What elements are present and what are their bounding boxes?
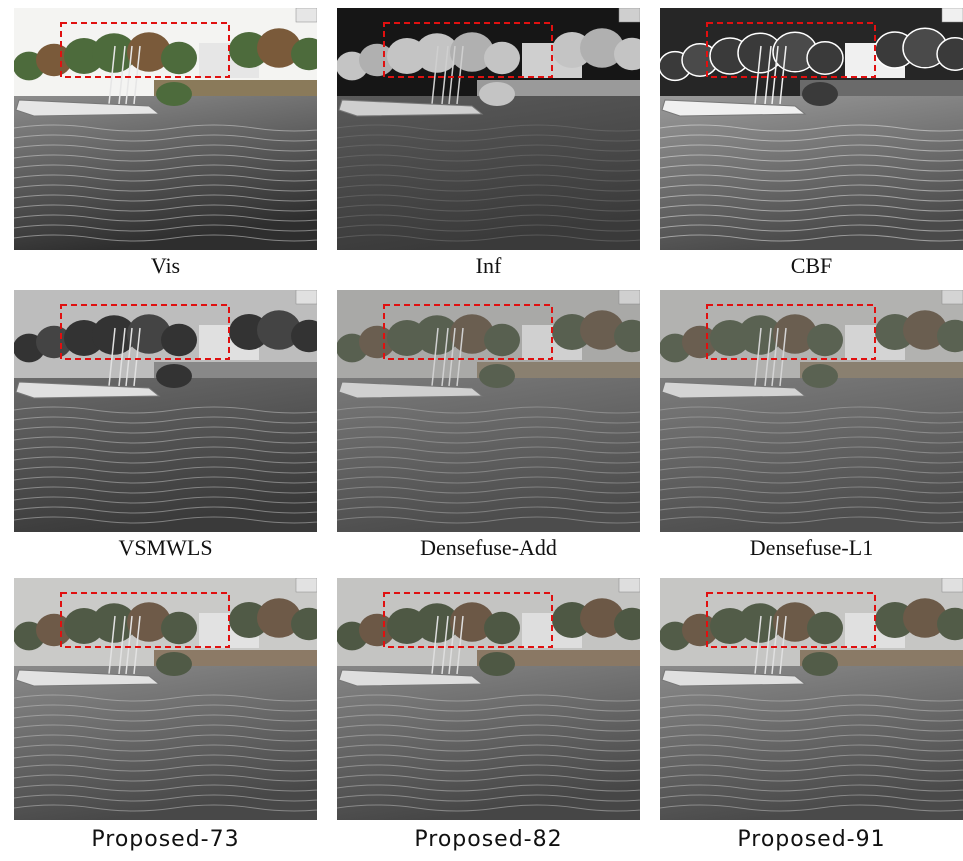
- bush: [802, 364, 838, 388]
- tree: [161, 42, 197, 74]
- tree: [484, 324, 520, 356]
- panel-label: Proposed-82: [414, 827, 562, 852]
- image-panel: [13, 290, 334, 532]
- image-panel: [659, 8, 963, 250]
- image-panel: [659, 290, 963, 532]
- tower: [619, 8, 640, 22]
- tower: [619, 578, 640, 592]
- water: [14, 96, 317, 250]
- panel-label: Proposed-73: [91, 827, 239, 852]
- figure: Vis Inf CBF VSMWLS Densefuse-Add Densefuse-L1…: [0, 0, 963, 861]
- water: [337, 96, 640, 250]
- tree: [291, 320, 327, 352]
- image-panel: [13, 578, 334, 820]
- tree: [807, 612, 843, 644]
- panel-label: VSMWLS: [118, 535, 212, 560]
- water: [660, 96, 963, 250]
- water: [14, 666, 317, 820]
- tree: [484, 612, 520, 644]
- bush: [802, 652, 838, 676]
- water: [337, 378, 640, 532]
- panel-label: Vis: [151, 253, 180, 278]
- panel-label: Proposed-91: [737, 827, 885, 852]
- tower: [619, 290, 640, 304]
- tree: [161, 612, 197, 644]
- image-panel: [659, 578, 963, 820]
- panel-label: Inf: [476, 253, 502, 278]
- bush: [479, 364, 515, 388]
- tower: [296, 8, 317, 22]
- panel-label: Densefuse-Add: [420, 535, 557, 560]
- tree: [614, 608, 650, 640]
- image-panel: [13, 8, 334, 250]
- tree: [807, 324, 843, 356]
- panel-label: CBF: [791, 253, 833, 278]
- tower: [942, 8, 963, 22]
- bush: [156, 82, 192, 106]
- tree: [291, 38, 327, 70]
- panel-label: Densefuse-L1: [750, 535, 873, 560]
- water: [660, 666, 963, 820]
- image-panel: [336, 8, 657, 250]
- water: [337, 666, 640, 820]
- tower: [296, 290, 317, 304]
- tower: [296, 578, 317, 592]
- water: [14, 378, 317, 532]
- tree: [291, 608, 327, 640]
- tree: [614, 320, 650, 352]
- tree: [484, 42, 520, 74]
- bush: [479, 82, 515, 106]
- tree: [614, 38, 650, 70]
- image-panel: [336, 578, 657, 820]
- bush: [156, 364, 192, 388]
- image-panel: [336, 290, 657, 532]
- tower: [942, 290, 963, 304]
- bush: [802, 82, 838, 106]
- bush: [156, 652, 192, 676]
- water: [660, 378, 963, 532]
- tower: [942, 578, 963, 592]
- bush: [479, 652, 515, 676]
- tree: [807, 42, 843, 74]
- tree: [161, 324, 197, 356]
